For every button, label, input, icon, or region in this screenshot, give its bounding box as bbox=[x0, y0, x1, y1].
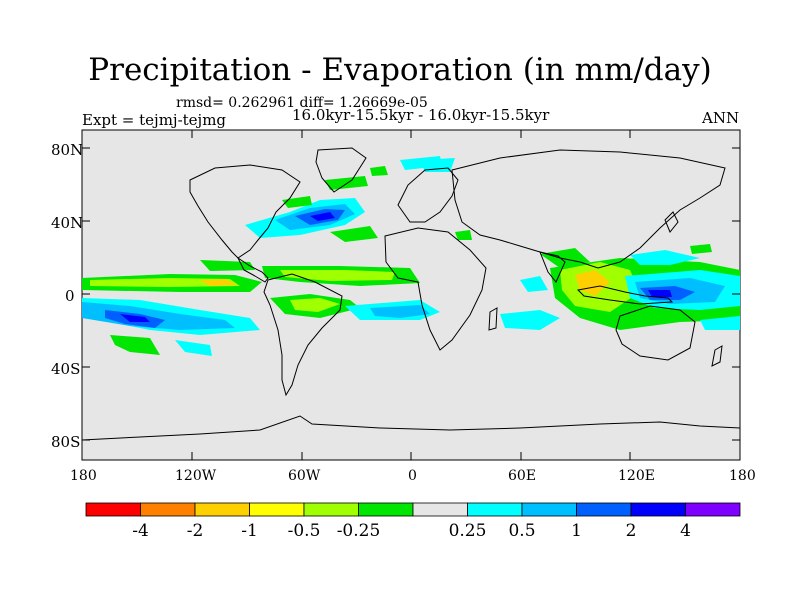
colorbar-label: -2 bbox=[187, 521, 204, 541]
lat-label-40s: 40S bbox=[51, 360, 81, 378]
colorbar-label: 0.25 bbox=[449, 521, 487, 541]
axis-ticks bbox=[81, 130, 741, 460]
colorbar-swatch bbox=[685, 502, 741, 517]
colorbar-label: -0.25 bbox=[337, 521, 381, 541]
lon-label-0: 0 bbox=[408, 468, 417, 484]
plot-title: Precipitation - Evaporation (in mm/day) bbox=[88, 52, 712, 88]
lon-label-120w: 120W bbox=[175, 468, 217, 484]
colorbar-swatch bbox=[576, 502, 632, 517]
experiment-label: Expt = tejmj-tejmg bbox=[82, 111, 227, 129]
colorbar-swatch bbox=[467, 502, 523, 517]
colorbar-swatch bbox=[630, 502, 686, 517]
lon-label-180e: 180 bbox=[729, 468, 756, 484]
season-label: ANN bbox=[702, 109, 740, 127]
colorbar-swatch bbox=[303, 502, 359, 517]
colorbar-swatch bbox=[194, 502, 250, 517]
coastlines bbox=[81, 147, 741, 441]
lat-label-40n: 40N bbox=[51, 214, 84, 232]
colorbar-label: -4 bbox=[132, 521, 149, 541]
colorbar-label: 0.5 bbox=[508, 521, 535, 541]
colorbar-swatch bbox=[521, 502, 577, 517]
colorbar-label: 2 bbox=[626, 521, 637, 541]
colorbar: -4 -2 -1 -0.5 -0.25 0.25 0.5 1 2 4 bbox=[85, 502, 741, 541]
stats-line: rmsd= 0.262961 diff= 1.26669e-05 bbox=[176, 95, 428, 111]
colorbar-label: -1 bbox=[241, 521, 258, 541]
lon-label-60e: 60E bbox=[508, 468, 537, 484]
lat-label-80s: 80S bbox=[51, 433, 81, 451]
colorbar-swatch bbox=[358, 502, 414, 517]
lon-label-60w: 60W bbox=[288, 468, 321, 484]
lat-label-80n: 80N bbox=[51, 141, 84, 159]
colorbar-swatch bbox=[140, 502, 196, 517]
colorbar-swatch bbox=[249, 502, 305, 517]
lat-label-0: 0 bbox=[65, 287, 75, 305]
colorbar-swatch bbox=[85, 502, 141, 517]
lon-label-120e: 120E bbox=[618, 468, 655, 484]
colorbar-swatch bbox=[412, 502, 468, 517]
colorbar-label: 4 bbox=[680, 521, 691, 541]
anomaly-field bbox=[82, 156, 740, 356]
colorbar-label: -0.5 bbox=[288, 521, 321, 541]
period-label: 16.0kyr-15.5kyr - 16.0kyr-15.5kyr bbox=[292, 106, 550, 124]
lon-label-180w: 180 bbox=[70, 468, 97, 484]
colorbar-label: 1 bbox=[571, 521, 582, 541]
